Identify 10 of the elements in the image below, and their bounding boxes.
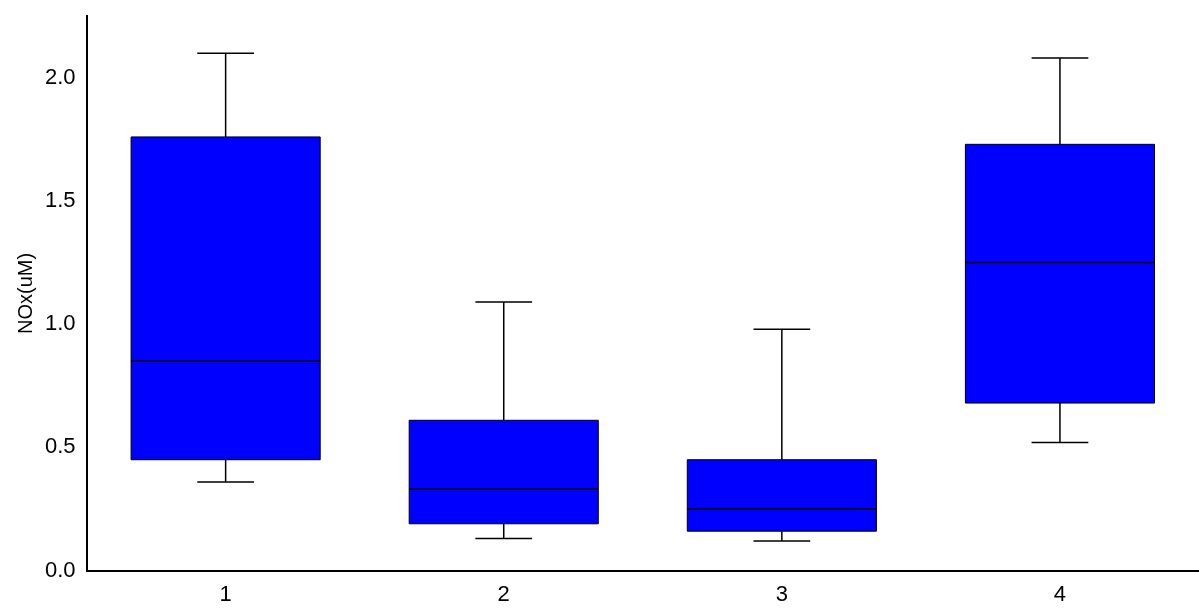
x-tick-label: 2 (497, 580, 510, 606)
y-tick-label: 0.5 (44, 433, 76, 459)
y-tick-label: 1.5 (44, 187, 76, 213)
y-tick-label: 2.0 (44, 63, 76, 89)
x-tick-label: 1 (219, 580, 232, 606)
x-tick-label: 3 (775, 580, 788, 606)
y-tick-label: 1.0 (44, 310, 76, 336)
x-tick-label: 4 (1053, 580, 1067, 606)
y-axis-title: NOx(uM) (13, 252, 36, 334)
y-tick-label: 0.0 (44, 556, 76, 582)
